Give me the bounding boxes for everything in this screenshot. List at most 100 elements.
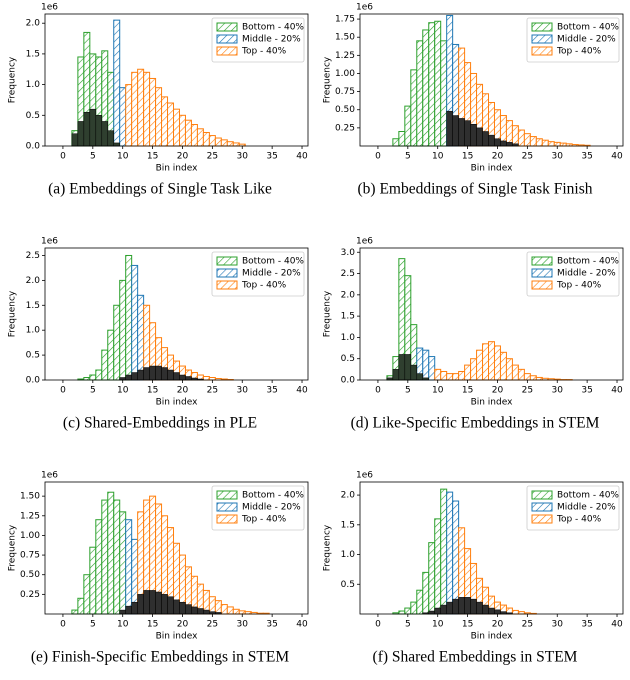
legend-swatch <box>531 502 553 512</box>
legend-label: Middle - 20% <box>557 35 616 45</box>
bar <box>113 19 121 147</box>
caption: (c) Shared-Embeddings in PLE <box>63 415 257 432</box>
bar <box>173 108 180 147</box>
bar <box>506 142 513 147</box>
bar <box>113 142 120 147</box>
y-tick-label: 2.0 <box>26 276 41 286</box>
y-tick-label: 2.0 <box>341 491 356 501</box>
bar <box>137 68 145 147</box>
x-tick-label: 10 <box>432 386 444 396</box>
bar <box>125 519 133 615</box>
bar <box>155 591 162 615</box>
bar <box>392 369 400 381</box>
plot-frame <box>44 481 309 615</box>
legend-label: Top - 40% <box>241 281 287 291</box>
bar <box>173 599 180 615</box>
bar <box>416 589 424 615</box>
x-tick-label: 20 <box>177 386 189 396</box>
bar <box>464 120 471 147</box>
y-offset-label: 1e6 <box>41 471 58 481</box>
x-tick-label: 0 <box>60 152 66 162</box>
bar <box>89 108 97 147</box>
x-tick-label: 15 <box>147 620 158 630</box>
x-tick-label: 5 <box>405 386 411 396</box>
bar <box>167 102 175 147</box>
bar <box>410 601 418 615</box>
bar <box>470 358 478 381</box>
legend-label: Top - 40% <box>556 515 602 525</box>
bar <box>143 367 150 381</box>
y-tick-label: 0.25 <box>335 123 355 133</box>
bar <box>101 121 109 147</box>
x-tick-label: 10 <box>117 620 129 630</box>
y-tick-label: 0.50 <box>335 105 355 115</box>
bar <box>101 349 109 381</box>
legend-label: Top - 40% <box>556 47 602 57</box>
bar <box>197 608 204 615</box>
bar <box>220 604 228 615</box>
bar <box>161 594 168 615</box>
bar <box>404 354 412 381</box>
x-tick-label: 25 <box>522 386 533 396</box>
bar <box>422 349 430 381</box>
bar <box>71 133 79 147</box>
bar <box>458 597 465 615</box>
bar <box>149 590 156 615</box>
bar <box>470 123 477 147</box>
x-axis-label: Bin index <box>156 398 199 408</box>
bar <box>452 598 459 615</box>
x-tick-label: 30 <box>237 620 249 630</box>
bar <box>428 22 436 147</box>
bar <box>446 601 453 615</box>
x-tick-label: 15 <box>462 152 473 162</box>
y-tick-label: 0.5 <box>26 351 40 361</box>
bar <box>167 369 174 381</box>
bar <box>173 372 180 381</box>
legend-swatch <box>531 22 553 32</box>
bar <box>500 140 507 147</box>
bar <box>523 133 531 147</box>
y-tick-label: 0.75 <box>335 87 355 97</box>
x-tick-label: 5 <box>405 620 411 630</box>
y-tick-label: 1.0 <box>341 550 356 560</box>
y-tick-label: 0.5 <box>341 354 355 364</box>
x-tick-label: 35 <box>581 386 592 396</box>
x-tick-label: 25 <box>207 620 218 630</box>
bar <box>71 609 79 615</box>
bar <box>214 600 222 615</box>
bar <box>482 131 489 147</box>
y-tick-label: 1.5 <box>26 49 40 59</box>
legend-swatch <box>216 46 238 56</box>
x-tick-label: 0 <box>60 620 66 630</box>
bar <box>410 69 418 147</box>
x-tick-label: 25 <box>207 152 218 162</box>
legend-label: Bottom - 40% <box>557 491 619 501</box>
bar <box>125 605 132 615</box>
legend-swatch <box>216 256 238 266</box>
x-tick-label: 40 <box>611 152 623 162</box>
legend-swatch <box>531 256 553 266</box>
bar <box>428 356 436 381</box>
bar <box>202 376 210 381</box>
x-tick-label: 20 <box>177 620 189 630</box>
legend-swatch <box>216 268 238 278</box>
plot-frame <box>44 247 309 381</box>
y-tick-label: 1.5 <box>341 312 355 322</box>
bar <box>434 607 441 615</box>
bar <box>452 373 460 381</box>
bar <box>398 130 406 147</box>
x-tick-label: 10 <box>117 152 129 162</box>
x-tick-label: 0 <box>375 152 381 162</box>
y-tick-label: 1.00 <box>335 69 355 79</box>
x-axis-label: Bin index <box>471 632 514 642</box>
bar <box>119 511 127 615</box>
x-tick-label: 5 <box>90 152 96 162</box>
legend-label: Middle - 20% <box>557 503 616 513</box>
legend-label: Middle - 20% <box>242 503 301 513</box>
y-tick-label: 2.5 <box>26 251 40 261</box>
bar <box>398 610 406 615</box>
x-tick-label: 25 <box>207 386 218 396</box>
